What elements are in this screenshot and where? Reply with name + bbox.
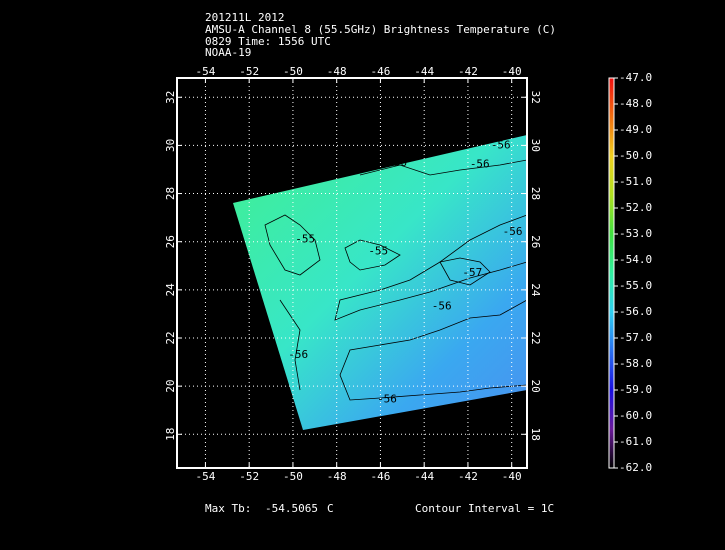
y-tick-label: 28 — [164, 187, 177, 200]
colorbar-tick-label: -53.0 — [619, 227, 652, 240]
footer-label: Max Tb: — [205, 502, 251, 515]
x-tick-label: -54 — [196, 65, 216, 78]
contour-label: -55 — [295, 232, 315, 245]
colorbar-tick-label: -62.0 — [619, 461, 652, 474]
x-tick-label: -48 — [327, 65, 347, 78]
plot-frame — [176, 77, 528, 469]
y-tick-label: 22 — [529, 331, 542, 344]
x-tick-label: -42 — [458, 470, 478, 483]
colorbar-tick-label: -61.0 — [619, 435, 652, 448]
contours — [264, 159, 528, 401]
x-tick-label: -40 — [502, 470, 522, 483]
contour-label: -56 — [377, 392, 397, 405]
y-tick-label: 20 — [164, 380, 177, 393]
y-tick-label: 24 — [164, 283, 177, 297]
contour-label: -56 — [432, 300, 452, 313]
x-tick-label: -44 — [414, 65, 434, 78]
colorbar-tick-label: -58.0 — [619, 357, 652, 370]
colorbar-tick-label: -56.0 — [619, 305, 652, 318]
x-tick-label: -44 — [414, 470, 434, 483]
y-tick-label: 26 — [529, 235, 542, 248]
x-tick-label: -50 — [283, 470, 303, 483]
colorbar-tick-label: -51.0 — [619, 175, 652, 188]
y-tick-label: 26 — [164, 235, 177, 248]
contour-label: -56 — [491, 138, 511, 151]
title-line: 201211L 2012 — [205, 11, 284, 24]
contour-label: -56 — [288, 348, 308, 361]
colorbar-tick-label: -57.0 — [619, 331, 652, 344]
y-tick-label: 30 — [529, 139, 542, 152]
contour-label: -55 — [368, 244, 388, 257]
contour-label: -56 — [387, 156, 407, 169]
y-tick-label: 32 — [529, 91, 542, 104]
colorbar-tick-label: -47.0 — [619, 71, 652, 84]
title-line: NOAA-19 — [205, 46, 251, 59]
x-tick-label: -40 — [502, 65, 522, 78]
y-tick-label: 20 — [529, 380, 542, 393]
x-tick-label: -50 — [283, 65, 303, 78]
colorbar-tick-label: -60.0 — [619, 409, 652, 422]
x-tick-label: -52 — [239, 470, 259, 483]
x-tick-label: -52 — [239, 65, 259, 78]
x-tick-label: -48 — [327, 470, 347, 483]
colorbar-tick-label: -49.0 — [619, 123, 652, 136]
colorbar-tick-label: -54.0 — [619, 253, 652, 266]
contour-label: -56 — [470, 158, 490, 171]
y-tick-label: 18 — [164, 428, 177, 441]
colorbar-tick-label: -52.0 — [619, 201, 652, 214]
contour-label: -57 — [462, 266, 482, 279]
colorbar-tick-label: -55.0 — [619, 279, 652, 292]
title-line: 0829 Time: 1556 UTC — [205, 35, 331, 48]
x-tick-label: -46 — [371, 65, 391, 78]
y-tick-label: 28 — [529, 187, 542, 200]
y-tick-label: 22 — [164, 331, 177, 344]
x-tick-label: -54 — [196, 470, 216, 483]
colorbar-tick-label: -50.0 — [619, 149, 652, 162]
colorbar-tick-label: -48.0 — [619, 97, 652, 110]
x-tick-label: -46 — [371, 470, 391, 483]
x-tick-label: -42 — [458, 65, 478, 78]
y-tick-label: 32 — [164, 91, 177, 104]
y-tick-label: 18 — [529, 428, 542, 441]
title-line: AMSU-A Channel 8 (55.5GHz) Brightness Te… — [205, 23, 556, 36]
footer-contour: Contour Interval = 1C — [415, 502, 554, 515]
footer-value: -54.5065 — [265, 502, 318, 515]
colorbar — [608, 77, 615, 469]
contour-label: -56 — [503, 225, 523, 238]
footer-unit: C — [327, 502, 334, 515]
y-tick-label: 30 — [164, 139, 177, 152]
y-tick-label: 24 — [529, 283, 542, 297]
colorbar-tick-label: -59.0 — [619, 383, 652, 396]
